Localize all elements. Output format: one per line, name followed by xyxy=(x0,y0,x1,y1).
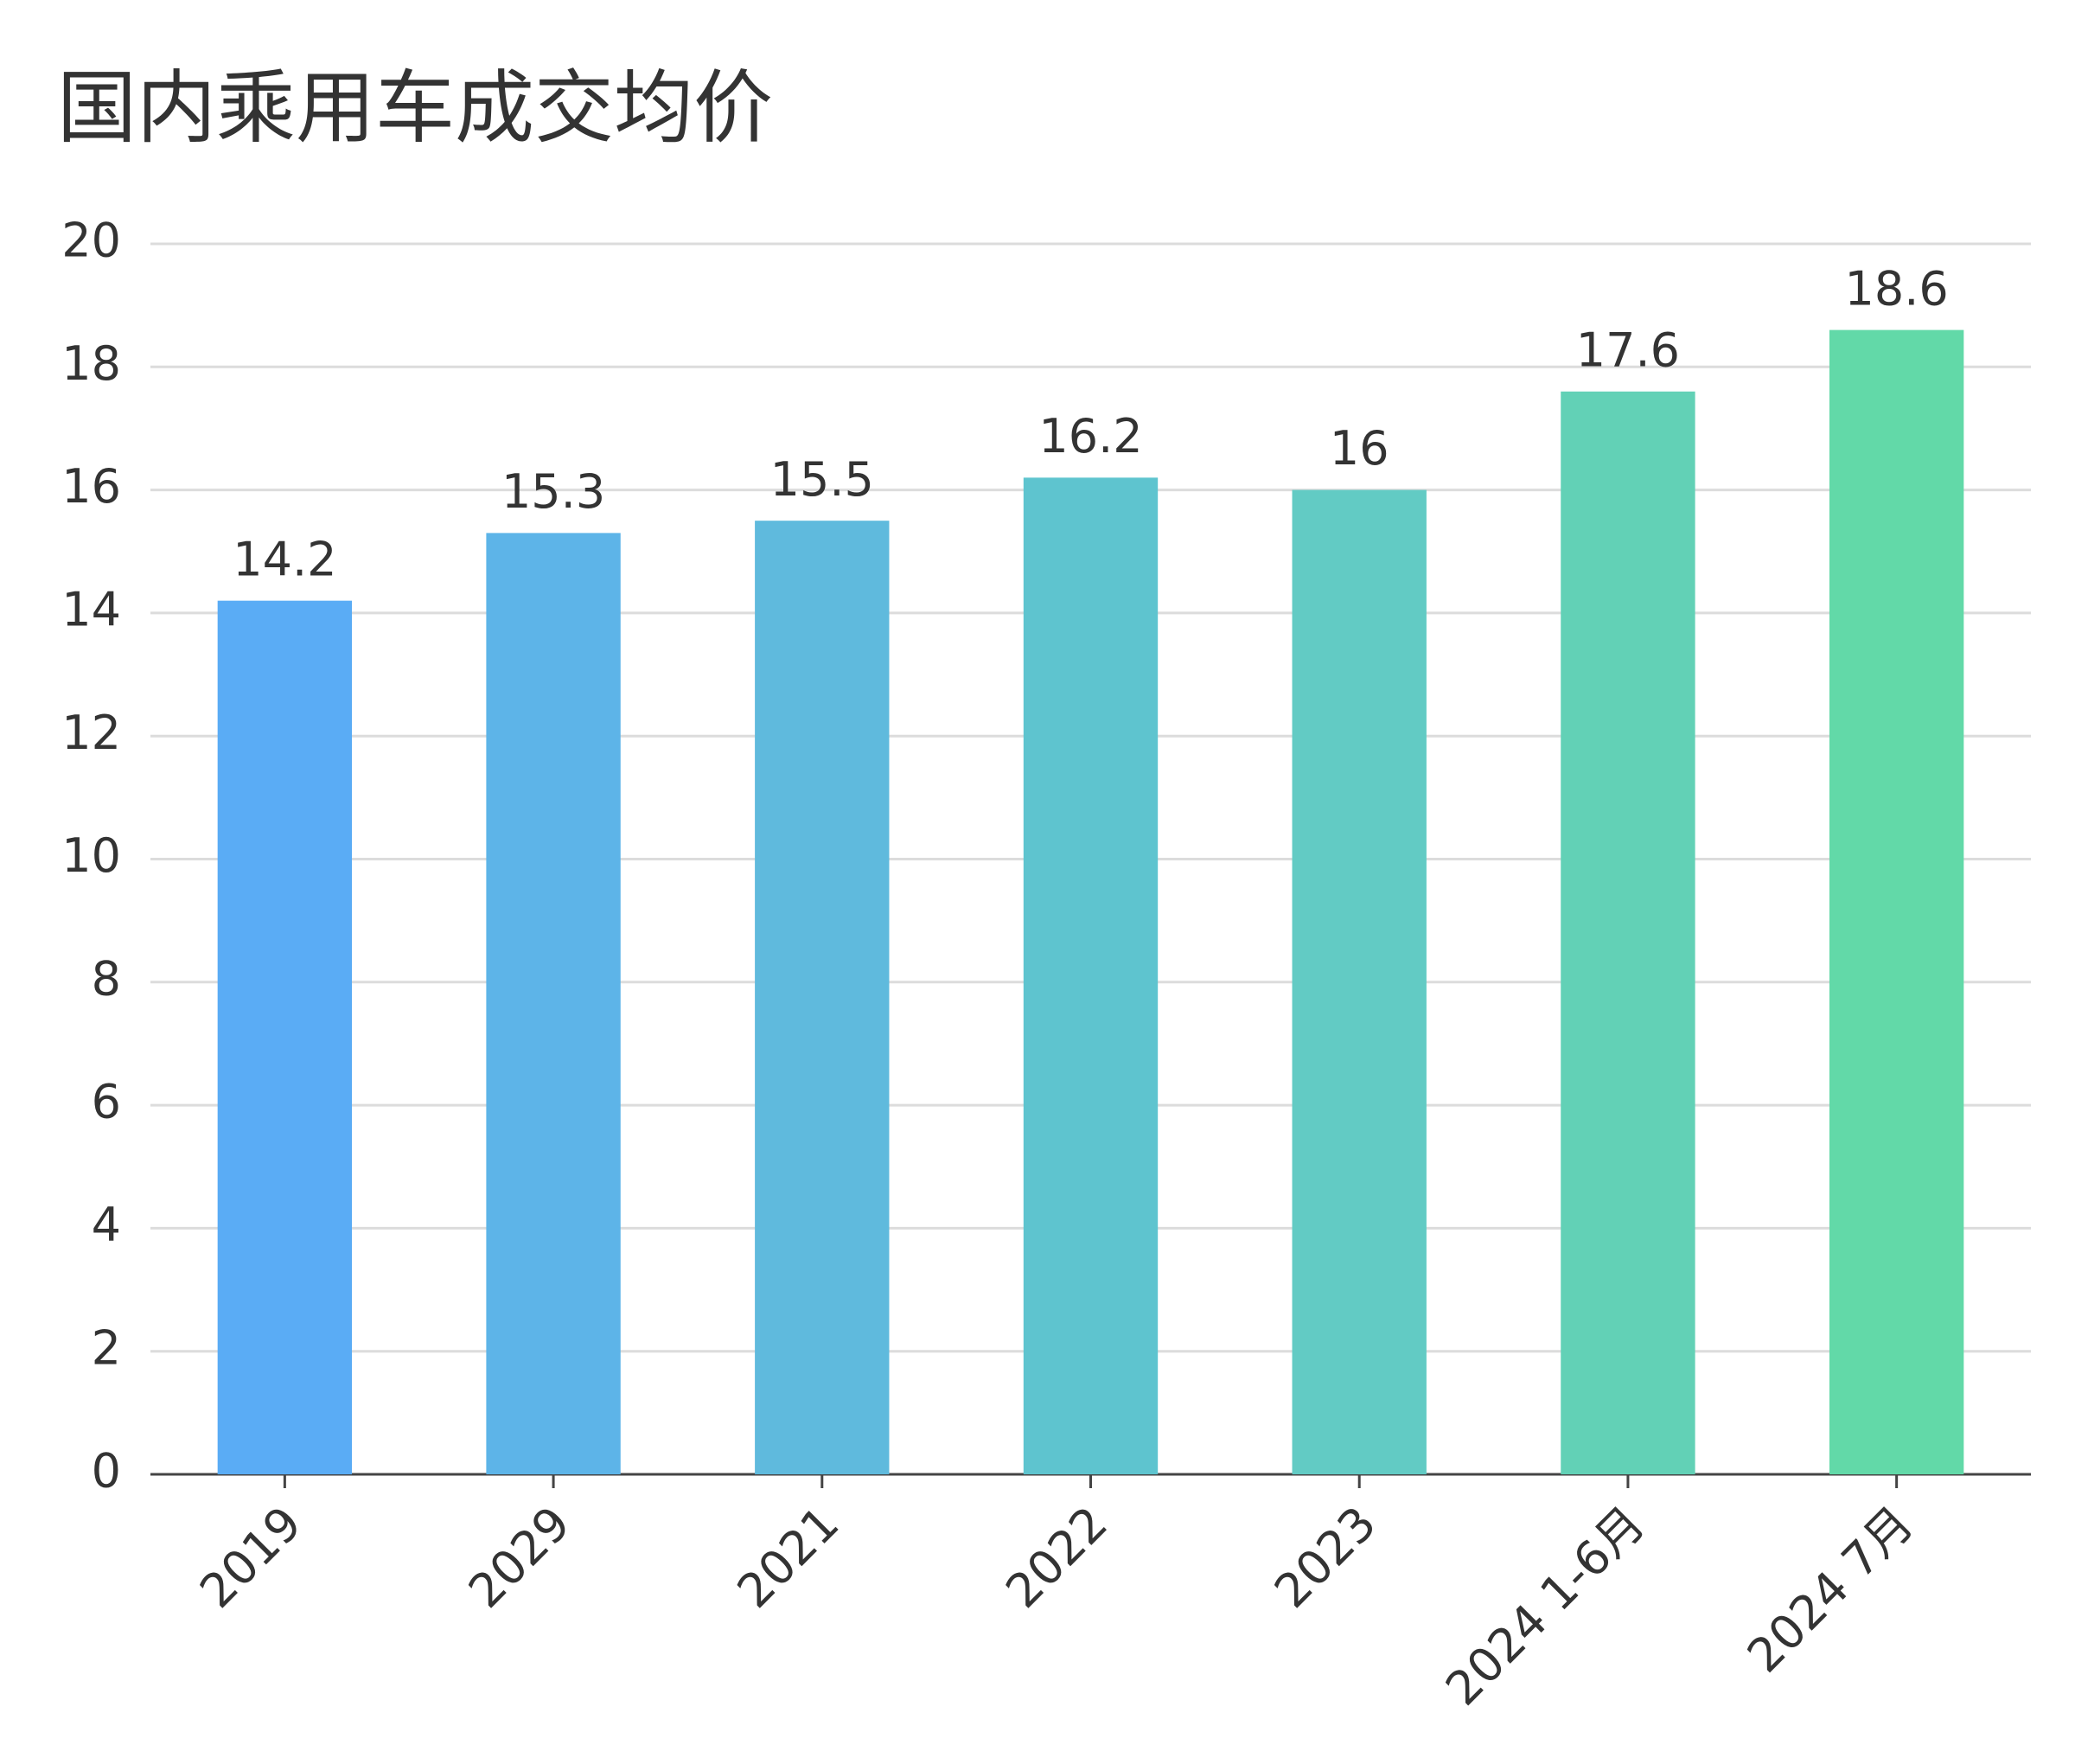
y-tick-label: 18 xyxy=(61,336,121,391)
x-tick-label: 2023 xyxy=(1264,1496,1387,1619)
value-label: 16 xyxy=(1330,421,1389,476)
value-label: 15.3 xyxy=(501,464,605,519)
bar xyxy=(1829,329,1964,1474)
value-label: 17.6 xyxy=(1576,323,1680,377)
y-tick-label: 16 xyxy=(61,459,121,514)
y-tick-label: 10 xyxy=(61,828,121,883)
y-tick-label: 20 xyxy=(61,214,121,268)
x-tick-label: 2022 xyxy=(995,1496,1118,1619)
y-tick-label: 12 xyxy=(61,706,121,760)
y-tick-label: 4 xyxy=(92,1198,121,1252)
bar xyxy=(217,600,353,1474)
bar xyxy=(1561,391,1695,1474)
value-label: 16.2 xyxy=(1038,409,1142,463)
y-tick-label: 2 xyxy=(92,1320,121,1375)
x-tick-label: 2024 1-6月 xyxy=(1435,1496,1655,1716)
value-label: 15.5 xyxy=(770,452,874,507)
y-tick-label: 0 xyxy=(92,1444,121,1499)
y-tick-label: 8 xyxy=(92,951,121,1006)
x-tick-label: 2019 xyxy=(189,1496,312,1619)
y-tick-label: 14 xyxy=(61,583,121,637)
bar xyxy=(1292,489,1427,1474)
bar xyxy=(486,533,621,1474)
y-tick-label: 6 xyxy=(92,1075,121,1129)
bar xyxy=(1023,477,1159,1474)
x-tick-label: 2029 xyxy=(458,1496,581,1619)
chart-title: 国内乘用车成交均价 xyxy=(57,61,773,154)
bar xyxy=(755,521,890,1474)
value-label: 18.6 xyxy=(1845,261,1949,316)
x-tick-label: 2024 7月 xyxy=(1737,1496,1924,1683)
x-tick-label: 2021 xyxy=(727,1496,850,1619)
value-label: 14.2 xyxy=(233,532,336,586)
